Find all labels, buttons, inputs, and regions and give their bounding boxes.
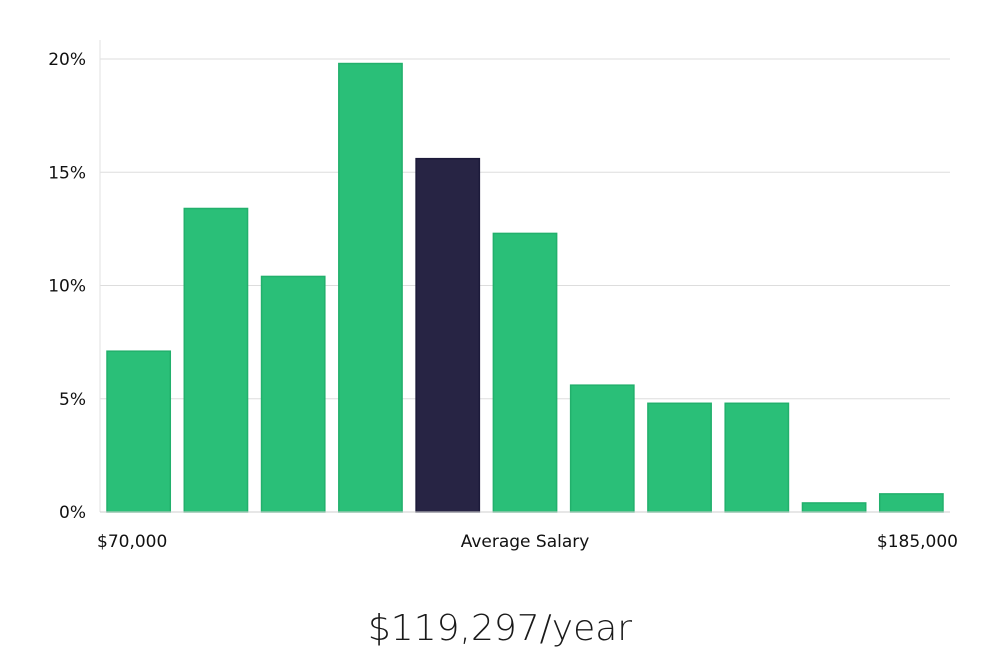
bar <box>569 384 635 513</box>
salary-histogram: 0% 5% 10% 15% 20% $70,000 Average Salary $18… <box>48 40 958 552</box>
y-tick-label: 10% <box>48 277 86 297</box>
bar-average-salary <box>415 157 481 513</box>
y-tick-label: 5% <box>59 390 86 410</box>
x-max-label: $185,000 <box>877 532 958 552</box>
bar <box>183 207 249 513</box>
x-min-label: $70,000 <box>97 532 167 552</box>
bar <box>260 275 326 513</box>
bar <box>801 502 867 513</box>
average-salary-value: $119,297/year <box>367 608 633 649</box>
bar <box>338 62 403 513</box>
x-axis-title: Average Salary <box>461 532 590 552</box>
bar <box>878 493 944 513</box>
y-tick-label: 15% <box>48 163 86 183</box>
bar <box>724 402 790 513</box>
y-tick-label: 0% <box>59 503 86 523</box>
bar <box>106 350 172 513</box>
bar <box>647 402 712 513</box>
y-tick-label: 20% <box>48 50 86 70</box>
bar <box>492 232 558 513</box>
